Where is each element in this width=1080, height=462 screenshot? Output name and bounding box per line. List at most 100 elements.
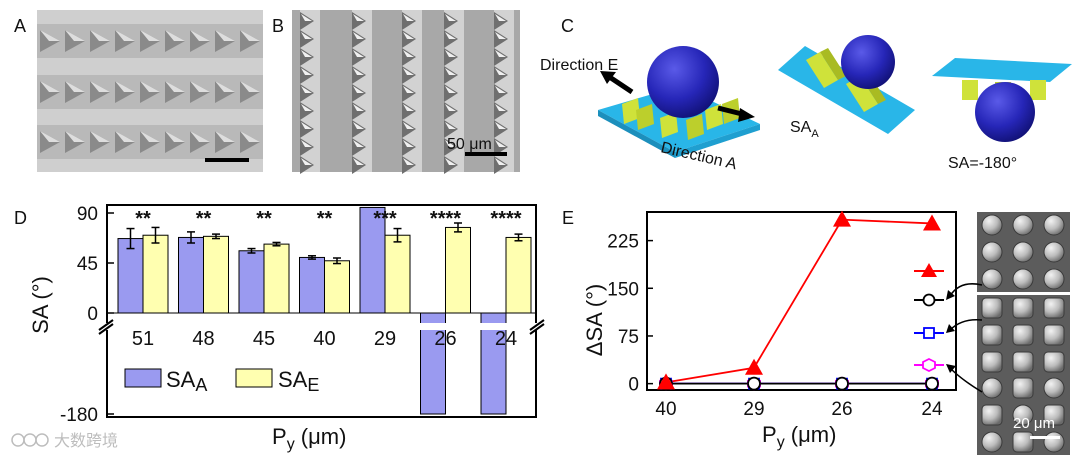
micro-triangle-facet bbox=[301, 140, 312, 147]
micro-triangle-facet bbox=[215, 131, 235, 142]
micro-triangle-facet bbox=[403, 14, 414, 21]
micro-triangle-facet bbox=[445, 86, 456, 93]
series-key-red bbox=[914, 263, 944, 277]
micro-triangle-facet bbox=[495, 158, 506, 165]
micro-triangle-facet bbox=[445, 68, 456, 75]
micro-triangle-facet bbox=[140, 30, 160, 41]
micro-triangle-facet bbox=[190, 30, 210, 41]
series-key-black bbox=[914, 293, 944, 307]
sem-pillar bbox=[1043, 431, 1065, 453]
y-tick-label: 225 bbox=[607, 232, 639, 253]
legend-swatch-sa-a bbox=[124, 368, 162, 388]
scale-bar-e bbox=[1030, 436, 1060, 439]
bar-sa-a bbox=[117, 238, 144, 314]
y-tick-label: 150 bbox=[607, 279, 639, 300]
bar-sa-e bbox=[505, 236, 532, 314]
micro-triangle-facet bbox=[445, 140, 456, 147]
micro-triangle-facet bbox=[190, 81, 210, 92]
chart-e: 0 75 150 225 40 29 26 24 ΔSA (°) Py (μm) bbox=[582, 210, 957, 451]
pillars-left bbox=[622, 98, 740, 140]
legend-label-sa-a: SAA bbox=[166, 367, 207, 395]
micro-triangle-facet bbox=[65, 131, 85, 142]
micro-triangle-facet bbox=[40, 81, 60, 92]
micro-triangle-facet bbox=[115, 131, 135, 142]
chip-left bbox=[598, 86, 760, 152]
sem-pillar bbox=[981, 297, 1003, 319]
micro-triangle-facet bbox=[40, 30, 60, 41]
sem-pillar bbox=[1012, 351, 1034, 373]
scale-bar-a bbox=[205, 158, 249, 162]
y-tick-label: 75 bbox=[618, 327, 639, 348]
x-tick-label: 29 bbox=[374, 328, 396, 350]
significance-label: ** bbox=[256, 208, 272, 230]
x-tick-label: 26 bbox=[434, 328, 456, 350]
chart-e-xlabel: Py (μm) bbox=[762, 422, 836, 451]
sem-pillar bbox=[981, 324, 1003, 346]
micro-triangle-facet bbox=[140, 81, 160, 92]
micro-triangle-facet bbox=[240, 81, 260, 92]
micro-triangle-facet bbox=[215, 81, 235, 92]
chart-d-frame bbox=[106, 204, 537, 418]
micro-triangle-facet bbox=[301, 86, 312, 93]
micro-triangle-facet bbox=[495, 104, 506, 111]
x-tick-label: 29 bbox=[743, 399, 764, 420]
micro-triangle-facet bbox=[403, 50, 414, 57]
micro-triangle-facet bbox=[301, 68, 312, 75]
marker-circle bbox=[925, 376, 939, 391]
watermark-text: 大数跨境 bbox=[54, 431, 118, 450]
axis-break-marks bbox=[98, 319, 545, 335]
bar-sa-e bbox=[203, 235, 229, 314]
micro-triangle-facet bbox=[215, 30, 235, 41]
panel-label-c: C bbox=[561, 16, 574, 36]
micro-triangle-facet bbox=[353, 14, 364, 21]
micro-triangle-facet bbox=[445, 32, 456, 39]
micro-triangle-facet bbox=[353, 122, 364, 129]
micro-triangle-facet bbox=[353, 158, 364, 165]
chart-d-legend: SAA SAE bbox=[124, 367, 319, 395]
x-tick-label: 51 bbox=[132, 328, 154, 350]
bar-sa-a bbox=[178, 236, 204, 314]
sem-pillar bbox=[981, 351, 1003, 373]
sem-pillar bbox=[1012, 214, 1034, 236]
sem-pillar bbox=[1012, 431, 1034, 453]
micro-triangle-facet bbox=[301, 50, 312, 57]
bar-sa-e bbox=[445, 226, 471, 314]
micro-triangle-facet bbox=[495, 122, 506, 129]
sem-pillar bbox=[1043, 377, 1065, 399]
micro-triangle-facet bbox=[445, 50, 456, 57]
micro-triangle-facet bbox=[495, 68, 506, 75]
micro-triangle-facet bbox=[445, 104, 456, 111]
direction-e-label: Direction E bbox=[540, 57, 618, 74]
micro-triangle-facet bbox=[403, 158, 414, 165]
micro-triangle-facet bbox=[140, 131, 160, 142]
scale-label-e: 20 μm bbox=[1013, 415, 1055, 432]
bar-sa-e bbox=[324, 260, 350, 314]
marker-triangle bbox=[657, 373, 675, 390]
micro-triangle-facet bbox=[301, 14, 312, 21]
x-tick-label: 48 bbox=[192, 328, 214, 350]
micro-triangle-facet bbox=[353, 86, 364, 93]
marker-circle bbox=[835, 376, 849, 391]
sem-inset-mixed bbox=[977, 375, 1070, 455]
panel-label-a: A bbox=[14, 16, 26, 36]
sem-pillar bbox=[1043, 351, 1065, 373]
sem-pillar bbox=[981, 268, 1003, 290]
micro-triangle-facet bbox=[403, 86, 414, 93]
micro-triangle-facet bbox=[301, 32, 312, 39]
sa-a-label: SAA bbox=[790, 119, 819, 140]
micro-triangle-facet bbox=[495, 140, 506, 147]
chart-e-ylabel: ΔSA (°) bbox=[582, 284, 607, 356]
marker-triangle bbox=[923, 214, 941, 231]
bar-sa-a bbox=[238, 250, 265, 314]
micro-triangle-facet bbox=[403, 122, 414, 129]
micro-triangle-facet bbox=[495, 14, 506, 21]
sem-pillar bbox=[1012, 268, 1034, 290]
y-tick-label: 0 bbox=[87, 304, 98, 325]
bar-sa-e bbox=[142, 234, 169, 314]
significance-label: *** bbox=[373, 208, 397, 230]
scale-label-b: 50 μm bbox=[447, 136, 492, 153]
x-tick-label: 40 bbox=[313, 328, 335, 350]
series-key-blue bbox=[914, 327, 944, 339]
series-line-red-triangle bbox=[665, 218, 933, 384]
